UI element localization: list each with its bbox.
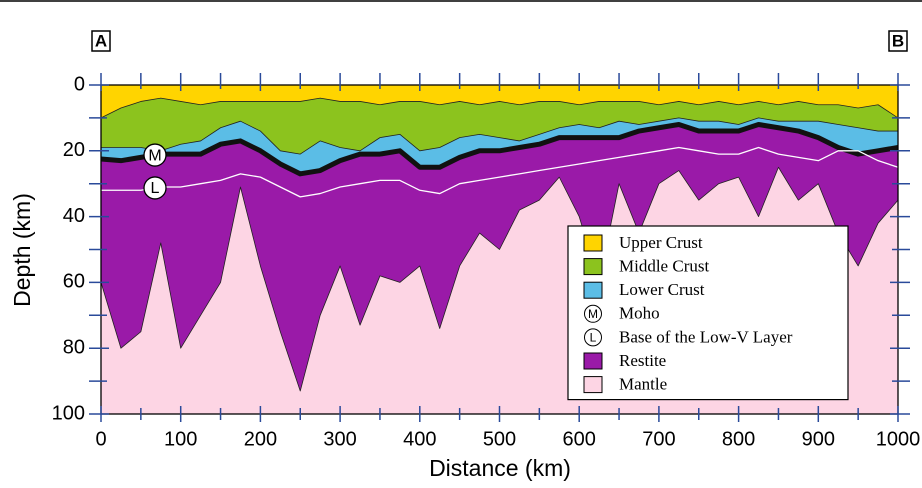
legend-symbol [584, 304, 602, 323]
legend-symbol-letter: L [590, 331, 597, 345]
legend-label: Upper Crust [619, 233, 703, 252]
legend-symbol-letter: M [588, 307, 598, 321]
x-tick-label: 300 [323, 428, 356, 450]
y-tick-label: 60 [63, 271, 85, 293]
y-tick-label: 0 [74, 73, 85, 95]
legend-swatch [583, 376, 603, 394]
line-symbol [143, 143, 167, 167]
endpoint-label: A [95, 31, 107, 50]
legend-label: Middle Crust [619, 257, 709, 276]
endpoint-box [888, 30, 908, 52]
legend-label: Moho [619, 304, 660, 323]
endpoint-label: B [892, 31, 904, 50]
legend-swatch [583, 352, 603, 370]
y-tick-label: 80 [63, 336, 85, 358]
x-tick-label: 600 [563, 428, 596, 450]
x-tick-label: 900 [802, 428, 835, 450]
layer-boundary [100, 166, 899, 392]
legend-label: Restite [619, 351, 666, 370]
y-tick-label: 40 [63, 205, 85, 227]
layer-boundary [100, 97, 899, 119]
y-tick-label: 100 [52, 402, 85, 424]
legend-swatch [583, 258, 603, 276]
line-symbol [143, 176, 167, 200]
legend-swatch [583, 234, 603, 252]
boundary-line [100, 121, 899, 177]
line-symbol-letter: M [148, 147, 161, 164]
legend-label: Base of the Low-V Layer [619, 327, 793, 346]
layer-boundary [101, 117, 898, 155]
x-tick-label: 800 [722, 428, 755, 450]
x-axis-title: Distance (km) [429, 455, 571, 481]
x-tick-label: 700 [642, 428, 675, 450]
y-tick-label: 20 [63, 139, 85, 161]
legend-swatch [583, 281, 603, 299]
endpoint-box [91, 30, 111, 52]
legend-label: Lower Crust [619, 280, 705, 299]
x-tick-label: 500 [483, 428, 516, 450]
legend-box [567, 225, 849, 401]
boundary-line [101, 146, 899, 198]
legend-symbol [584, 328, 602, 347]
x-tick-label: 200 [244, 428, 277, 450]
legend-label: Mantle [619, 375, 667, 394]
x-tick-label: 100 [164, 428, 197, 450]
x-tick-label: 1000 [876, 428, 921, 450]
y-axis-title: Depth (km) [9, 193, 35, 307]
x-tick-label: 400 [403, 428, 436, 450]
x-tick-label: 0 [95, 428, 106, 450]
line-symbol-letter: L [151, 180, 160, 197]
